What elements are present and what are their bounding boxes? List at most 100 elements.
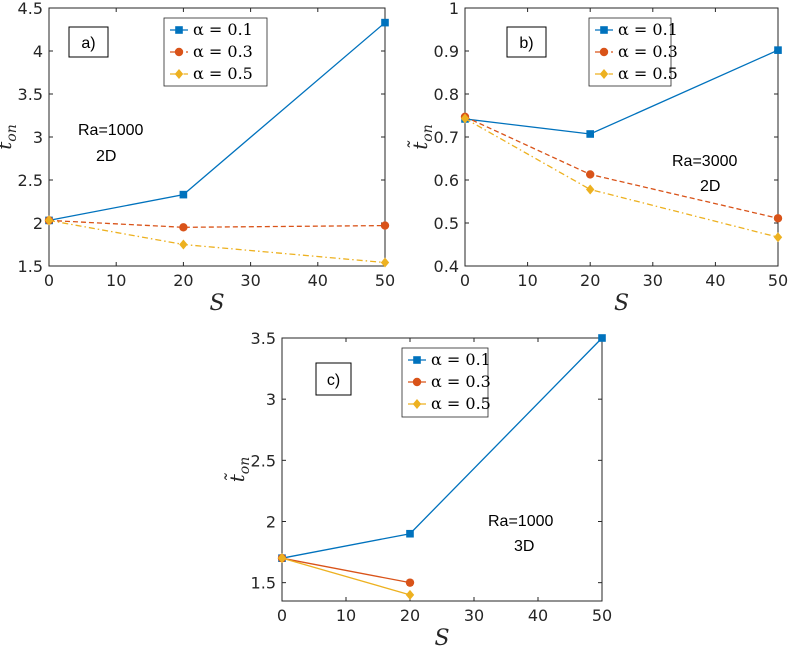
x-tick-label: 50 [592, 606, 612, 625]
data-point-alpha-0.1 [381, 18, 389, 27]
annotation-text: Ra=1000 [78, 122, 143, 139]
y-tick-label: 0.9 [434, 42, 459, 61]
x-tick-label: 20 [400, 606, 420, 625]
y-tick-label: 3.5 [251, 329, 276, 348]
annotation-text: 2D [700, 178, 720, 195]
legend-marker [599, 69, 609, 79]
y-axis-label: t̃on [406, 124, 436, 150]
y-axis-label: t̃on [0, 124, 20, 150]
chart-panel-3: 0 10 20 30 40 501.522.533.5St̃onα = 0.1α = 0.… [223, 329, 613, 648]
x-tick-label: 50 [375, 271, 395, 290]
legend-marker [600, 26, 608, 34]
panel-label: c) [327, 372, 340, 389]
x-tick-label: 40 [705, 271, 725, 290]
x-tick-label: 0 [460, 271, 470, 290]
y-tick-label: 0.4 [434, 257, 459, 276]
data-point-alpha-0.5 [405, 589, 415, 600]
annotation-text: 2D [96, 148, 116, 165]
panel-label-box [506, 26, 547, 58]
y-tick-label: 4 [33, 42, 43, 61]
legend-entry: α = 0.3 [618, 42, 678, 61]
legend-entry: α = 0.1 [431, 350, 491, 369]
y-tick-label: 2.5 [251, 451, 276, 470]
legend-marker [412, 399, 422, 409]
y-tick-label: 2 [266, 512, 276, 531]
x-axis-label: S [209, 291, 224, 316]
data-point-alpha-0.1 [586, 130, 594, 138]
data-point-alpha-0.3 [179, 223, 188, 232]
x-tick-label: 10 [106, 271, 126, 290]
data-point-alpha-0.3 [773, 214, 783, 223]
legend-marker [599, 47, 609, 57]
y-tick-label: 0.7 [434, 128, 459, 147]
x-tick-label: 20 [580, 271, 600, 290]
y-tick-label: 2.5 [18, 171, 43, 190]
legend-entry: α = 0.5 [618, 64, 678, 83]
data-point-alpha-0.5 [44, 215, 54, 226]
data-point-alpha-0.1 [598, 334, 606, 342]
y-tick-label: 3 [266, 390, 276, 409]
y-tick-label: 0.5 [434, 214, 459, 233]
x-axis-label: S [614, 291, 629, 316]
y-tick-label: 3 [33, 128, 43, 147]
data-point-alpha-0.5 [380, 257, 390, 268]
x-tick-label: 10 [517, 271, 537, 290]
annotation-text: Ra=1000 [488, 513, 553, 530]
legend-marker [412, 377, 422, 387]
data-point-alpha-0.5 [773, 232, 783, 243]
series-line-alpha-0.5 [281, 557, 411, 596]
series-line-alpha-0.3 [48, 219, 386, 228]
panel-label-box [315, 362, 352, 396]
y-tick-label: 2 [33, 214, 43, 233]
y-axis-label: t̃on [223, 457, 253, 483]
x-tick-label: 50 [768, 271, 788, 290]
legend-marker [174, 69, 184, 79]
x-tick-label: 30 [643, 271, 663, 290]
data-point-alpha-0.3 [586, 170, 595, 179]
y-tick-label: 1 [449, 0, 459, 18]
x-tick-label: 0 [277, 606, 287, 625]
legend-entry: α = 0.5 [431, 394, 491, 413]
x-tick-label: 20 [173, 271, 193, 290]
legend-entry: α = 0.3 [193, 42, 253, 61]
data-point-alpha-0.5 [460, 113, 470, 124]
y-tick-label: 3.5 [18, 85, 43, 104]
data-point-alpha-0.1 [406, 529, 414, 538]
panel-label: b) [519, 35, 533, 52]
chart-panel-2: 0 10 20 30 40 50 0.4 0.5 0.6 0.7 0.8 0.9 1 St̃on α = 0… [406, 0, 789, 316]
data-point-alpha-0.1 [179, 190, 188, 199]
y-tick-label: 0.6 [434, 171, 459, 190]
legend-marker [175, 26, 183, 34]
legend: α = 0.1 α = 0.3 α = 0.5 [588, 17, 678, 87]
panel-label: a) [81, 35, 95, 52]
data-point-alpha-0.5 [179, 239, 188, 250]
x-tick-label: 30 [464, 606, 484, 625]
x-axis-label: S [434, 626, 449, 648]
y-tick-label: 0.8 [434, 85, 459, 104]
annotation-text: 3D [514, 538, 534, 555]
legend-entry: α = 0.1 [618, 20, 678, 39]
panel-label-box [68, 26, 109, 58]
annotation-text: Ra=3000 [672, 153, 737, 170]
series-line-alpha-0.3 [281, 557, 411, 584]
data-point-alpha-0.5 [586, 184, 595, 195]
y-tick-label: 1.5 [251, 574, 276, 593]
x-tick-label: 30 [240, 271, 260, 290]
y-tick-label: 1.5 [18, 257, 43, 276]
legend: α = 0.1 α = 0.3 α = 0.5 [163, 17, 268, 87]
x-tick-label: 10 [336, 606, 356, 625]
y-tick-label: 4.5 [18, 0, 43, 18]
data-point-alpha-0.3 [380, 221, 390, 230]
data-point-alpha-0.3 [405, 578, 415, 587]
legend-entry: α = 0.1 [193, 20, 253, 39]
data-point-alpha-0.5 [277, 553, 287, 564]
data-point-alpha-0.1 [774, 46, 782, 54]
legend-entry: α = 0.3 [431, 372, 491, 391]
legend: α = 0.1 α = 0.3 α = 0.5 [401, 347, 491, 418]
x-tick-label: 40 [528, 606, 548, 625]
x-tick-label: 40 [308, 271, 328, 290]
legend-marker [174, 47, 184, 57]
legend-marker [413, 356, 421, 364]
